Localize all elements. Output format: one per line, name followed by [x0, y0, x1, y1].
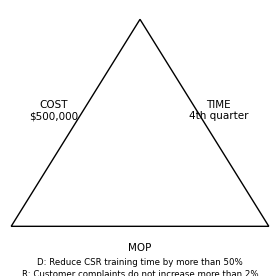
Text: R: Customer complaints do not increase more than 2%: R: Customer complaints do not increase m…: [22, 270, 258, 276]
Text: MOP: MOP: [128, 243, 152, 253]
Text: TIME
4th quarter: TIME 4th quarter: [189, 100, 248, 121]
Text: D: Reduce CSR training time by more than 50%: D: Reduce CSR training time by more than…: [37, 258, 243, 267]
Text: COST
$500,000: COST $500,000: [29, 100, 78, 121]
